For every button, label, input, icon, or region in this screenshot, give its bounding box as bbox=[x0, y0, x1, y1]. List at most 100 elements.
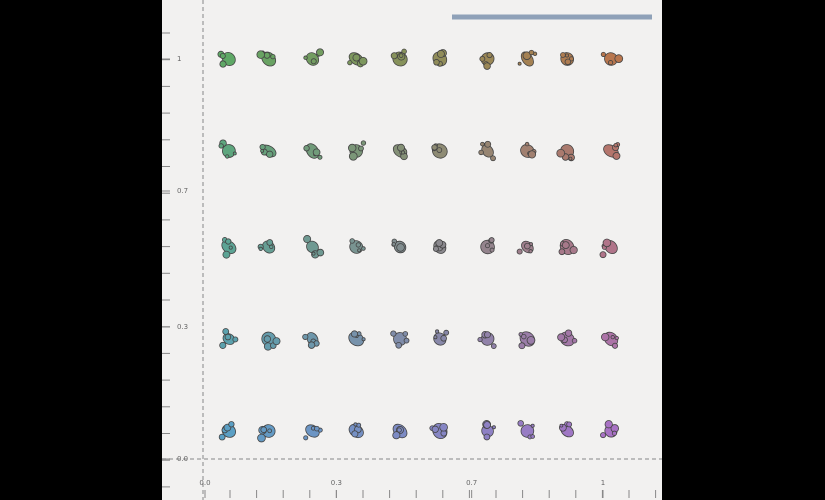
glyph-part bbox=[219, 52, 226, 59]
glyph-part bbox=[528, 49, 535, 56]
glyph bbox=[478, 140, 496, 162]
glyph-part bbox=[433, 335, 438, 340]
glyph-part bbox=[479, 55, 486, 62]
glyph-part bbox=[232, 151, 237, 156]
glyph-part bbox=[391, 242, 396, 247]
glyph-part bbox=[435, 329, 440, 334]
glyph-part bbox=[558, 248, 566, 256]
glyph-part bbox=[601, 332, 610, 342]
glyph-part bbox=[316, 48, 324, 57]
glyph-part bbox=[526, 336, 536, 345]
glyph bbox=[303, 235, 325, 259]
glyph bbox=[349, 238, 366, 254]
glyph-part bbox=[557, 333, 566, 342]
glyph bbox=[518, 331, 536, 350]
glyph bbox=[432, 239, 447, 254]
glyph-part bbox=[357, 248, 362, 253]
glyph-part bbox=[524, 141, 530, 147]
glyph-part bbox=[443, 329, 450, 336]
glyph bbox=[560, 52, 574, 66]
glyph bbox=[218, 139, 237, 159]
glyph-part bbox=[400, 150, 406, 155]
glyph bbox=[600, 51, 624, 66]
glyph-part bbox=[517, 420, 524, 427]
glyph-part bbox=[218, 433, 226, 441]
glyph-part bbox=[530, 434, 535, 439]
glyph-part bbox=[310, 58, 317, 65]
glyph-part bbox=[569, 245, 578, 255]
glyph-part bbox=[348, 143, 357, 153]
glyph-part bbox=[390, 52, 398, 60]
glyph bbox=[481, 420, 496, 441]
glyph bbox=[259, 143, 277, 158]
glyph-part bbox=[530, 423, 535, 428]
glyph bbox=[517, 420, 535, 440]
glyph-part bbox=[483, 62, 491, 70]
glyph-part bbox=[267, 428, 272, 434]
glyph-part bbox=[350, 330, 359, 338]
glyph-part bbox=[483, 421, 491, 429]
glyph-part bbox=[218, 143, 224, 149]
glyph-part bbox=[485, 243, 490, 249]
glyph-part bbox=[390, 330, 397, 337]
glyph-part bbox=[564, 53, 570, 58]
glyph-part bbox=[432, 245, 439, 252]
glyph-part bbox=[396, 243, 405, 252]
glyph bbox=[303, 48, 324, 66]
glyph-part bbox=[477, 336, 483, 343]
glyph bbox=[517, 49, 538, 67]
glyph-part bbox=[439, 422, 448, 432]
glyph-part bbox=[259, 143, 266, 151]
glyph-part bbox=[302, 333, 309, 340]
glyph-part bbox=[260, 148, 265, 153]
glyph-part bbox=[232, 336, 239, 343]
glyph-part bbox=[488, 237, 495, 243]
glyph-part bbox=[266, 239, 274, 246]
glyph bbox=[217, 50, 236, 68]
glyph-part bbox=[478, 149, 484, 156]
glyph bbox=[218, 421, 237, 441]
glyph bbox=[431, 143, 448, 159]
glyph-part bbox=[266, 150, 274, 158]
glyph-part bbox=[527, 150, 537, 159]
glyph-part bbox=[560, 52, 566, 58]
glyph-part bbox=[263, 335, 271, 343]
glyph-part bbox=[600, 51, 606, 57]
glyph-part bbox=[397, 143, 405, 152]
glyph bbox=[477, 330, 497, 350]
glyph-part bbox=[564, 329, 573, 337]
glyph-part bbox=[610, 335, 615, 340]
glyph-part bbox=[307, 341, 316, 349]
glyph-part bbox=[599, 251, 607, 259]
x-tick-label: 1 bbox=[601, 479, 605, 487]
glyph-part bbox=[349, 238, 355, 244]
glyph-part bbox=[361, 337, 366, 342]
y-tick-label: 0.0 bbox=[177, 455, 188, 463]
glyph-part bbox=[303, 55, 308, 60]
glyph-part bbox=[433, 59, 440, 66]
glyph-part bbox=[484, 140, 492, 148]
glyph-part bbox=[272, 337, 281, 346]
glyph-part bbox=[561, 241, 570, 250]
glyph-part bbox=[436, 147, 443, 153]
glyph bbox=[348, 422, 364, 439]
y-tick-label: 0.3 bbox=[177, 323, 188, 331]
glyph-part bbox=[516, 248, 523, 255]
glyph-part bbox=[351, 430, 359, 438]
glyph bbox=[603, 142, 621, 160]
glyph-part bbox=[517, 61, 522, 66]
glyph-part bbox=[436, 49, 445, 58]
glyph-part bbox=[348, 151, 358, 161]
glyph-part bbox=[222, 250, 231, 259]
glyph-part bbox=[521, 333, 527, 340]
glyph-part bbox=[611, 430, 618, 436]
glyph-part bbox=[431, 425, 439, 433]
glyph-part bbox=[435, 239, 444, 247]
glyph-part bbox=[483, 433, 491, 441]
glyph-part bbox=[303, 235, 312, 244]
glyph-part bbox=[613, 142, 618, 148]
glyph bbox=[601, 331, 619, 349]
glyph-part bbox=[257, 433, 266, 443]
glyph bbox=[479, 52, 495, 70]
